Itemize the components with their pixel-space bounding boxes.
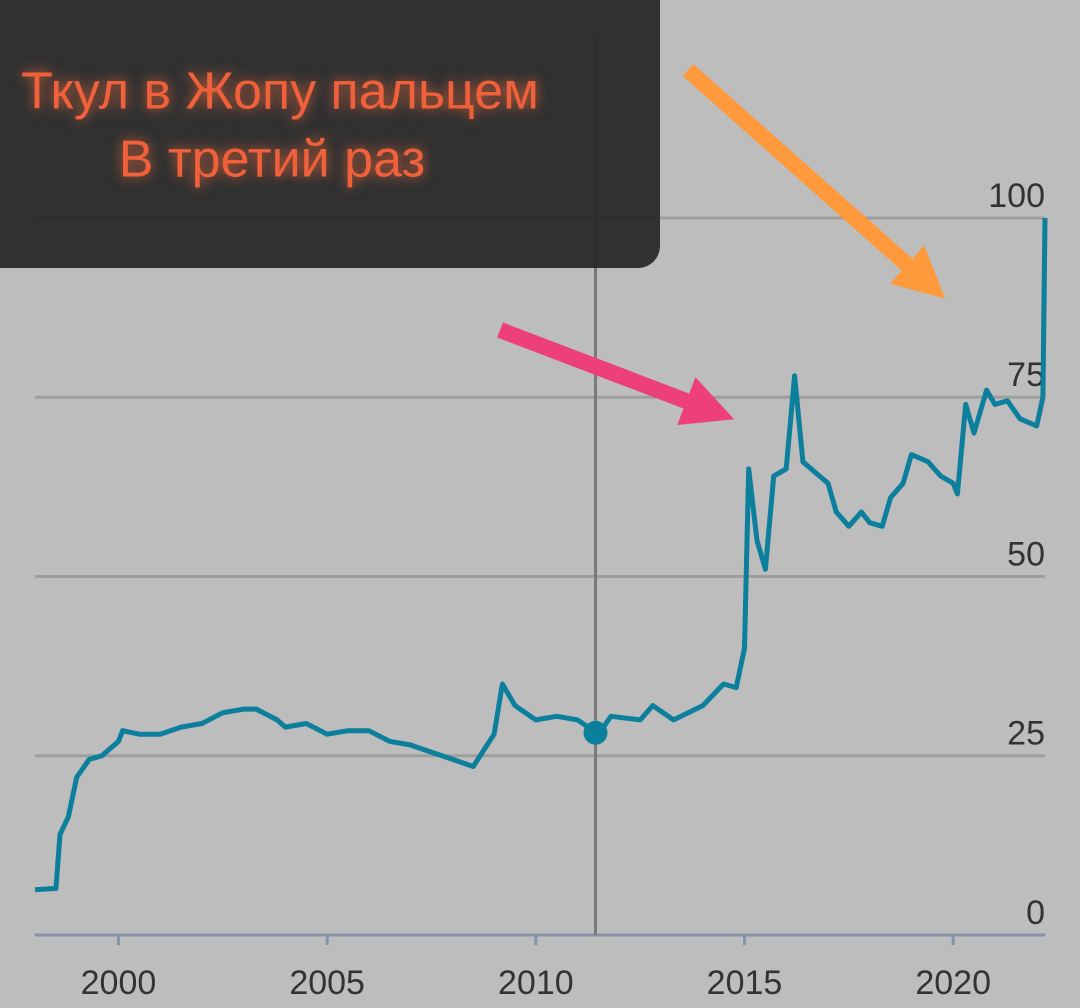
hover-point <box>583 720 608 745</box>
annotation-text: В третий раз <box>119 131 426 189</box>
annotation-box <box>0 0 660 268</box>
arrow <box>682 64 946 299</box>
x-tick-label: 2020 <box>915 964 991 1002</box>
x-tick-label: 2005 <box>289 964 365 1002</box>
x-tick-label: 2015 <box>707 964 783 1002</box>
annotation-text: Ткул в Жопу пальцем <box>21 63 539 121</box>
x-tick-label: 2010 <box>498 964 574 1002</box>
data-line <box>34 217 1048 893</box>
arrow <box>497 322 735 425</box>
y-tick-label: 50 <box>1007 535 1045 573</box>
y-tick-label: 100 <box>988 177 1045 215</box>
y-tick-label: 0 <box>1026 894 1045 932</box>
y-tick-label: 25 <box>1007 715 1045 753</box>
x-tick-label: 2000 <box>81 964 157 1002</box>
y-tick-label: 75 <box>1007 356 1045 394</box>
